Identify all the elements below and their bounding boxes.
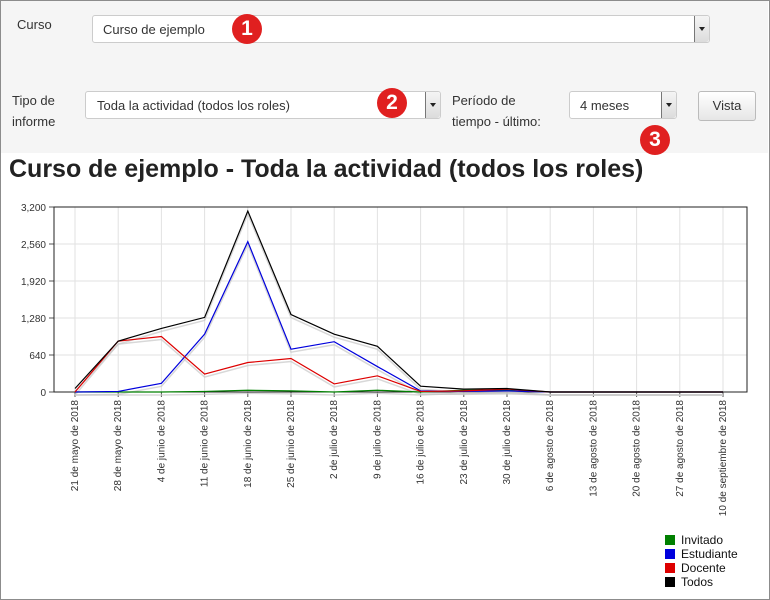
legend-swatch <box>665 563 675 573</box>
legend-swatch <box>665 577 675 587</box>
step-badge-1: 1 <box>232 14 262 44</box>
course-select-value: Curso de ejemplo <box>103 22 205 37</box>
legend-item: Invitado <box>665 533 738 547</box>
chevron-down-icon[interactable] <box>694 16 709 42</box>
report-type-select-value: Toda la actividad (todos los roles) <box>97 98 290 113</box>
report-type-label-line1: Tipo de <box>12 93 55 108</box>
legend-label: Invitado <box>681 533 724 547</box>
legend-item: Estudiante <box>665 547 738 561</box>
report-type-label-line2: informe <box>12 114 56 129</box>
legend-label: Docente <box>681 561 726 575</box>
period-label-line1: Período de <box>452 93 516 108</box>
legend-item: Docente <box>665 561 738 575</box>
view-button[interactable]: Vista <box>698 91 756 121</box>
course-select[interactable]: Curso de ejemplo <box>92 15 710 43</box>
report-filter-form: Curso Curso de ejemplo Tipo de informe T… <box>1 1 768 153</box>
chart-title: Curso de ejemplo - Toda la actividad (to… <box>9 155 644 183</box>
step-badge-2: 2 <box>377 88 407 118</box>
chart-legend: Invitado Estudiante Docente Todos <box>665 533 738 589</box>
legend-item: Todos <box>665 575 738 589</box>
step-badge-3: 3 <box>640 125 670 155</box>
legend-swatch <box>665 549 675 559</box>
period-select[interactable]: 4 meses <box>569 91 677 119</box>
chevron-down-icon[interactable] <box>425 92 440 118</box>
chevron-down-icon[interactable] <box>661 92 676 118</box>
legend-label: Estudiante <box>681 547 738 561</box>
period-label-line2: tiempo - último: <box>452 114 541 129</box>
legend-swatch <box>665 535 675 545</box>
period-select-value: 4 meses <box>580 98 630 113</box>
course-label: Curso <box>17 17 52 32</box>
legend-label: Todos <box>681 575 714 589</box>
